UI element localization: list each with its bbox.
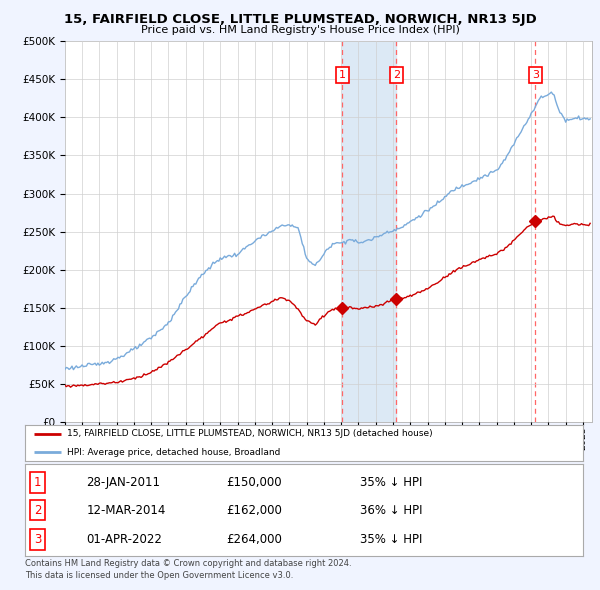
Text: 01-APR-2022: 01-APR-2022 bbox=[86, 533, 163, 546]
Text: HPI: Average price, detached house, Broadland: HPI: Average price, detached house, Broa… bbox=[67, 448, 280, 457]
Text: Contains HM Land Registry data © Crown copyright and database right 2024.: Contains HM Land Registry data © Crown c… bbox=[25, 559, 352, 568]
Text: Price paid vs. HM Land Registry's House Price Index (HPI): Price paid vs. HM Land Registry's House … bbox=[140, 25, 460, 35]
Text: 3: 3 bbox=[532, 70, 539, 80]
Bar bbox=[343, 41, 396, 422]
Text: 36% ↓ HPI: 36% ↓ HPI bbox=[360, 503, 422, 517]
Text: 2: 2 bbox=[34, 503, 41, 517]
Text: 3: 3 bbox=[34, 533, 41, 546]
Text: £264,000: £264,000 bbox=[226, 533, 282, 546]
Text: 12-MAR-2014: 12-MAR-2014 bbox=[86, 503, 166, 517]
Text: 2: 2 bbox=[392, 70, 400, 80]
Text: 35% ↓ HPI: 35% ↓ HPI bbox=[360, 533, 422, 546]
Text: £150,000: £150,000 bbox=[226, 476, 282, 489]
Text: 15, FAIRFIELD CLOSE, LITTLE PLUMSTEAD, NORWICH, NR13 5JD: 15, FAIRFIELD CLOSE, LITTLE PLUMSTEAD, N… bbox=[64, 13, 536, 26]
Text: 1: 1 bbox=[34, 476, 41, 489]
Text: 35% ↓ HPI: 35% ↓ HPI bbox=[360, 476, 422, 489]
Text: 15, FAIRFIELD CLOSE, LITTLE PLUMSTEAD, NORWICH, NR13 5JD (detached house): 15, FAIRFIELD CLOSE, LITTLE PLUMSTEAD, N… bbox=[67, 430, 433, 438]
Text: £162,000: £162,000 bbox=[226, 503, 282, 517]
Text: 28-JAN-2011: 28-JAN-2011 bbox=[86, 476, 161, 489]
Text: 1: 1 bbox=[339, 70, 346, 80]
Text: This data is licensed under the Open Government Licence v3.0.: This data is licensed under the Open Gov… bbox=[25, 571, 293, 579]
